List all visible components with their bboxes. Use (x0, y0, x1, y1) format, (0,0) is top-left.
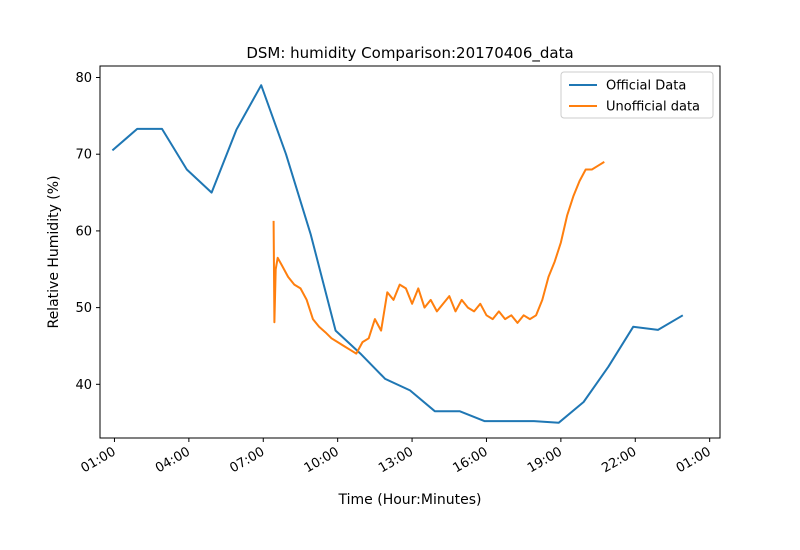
y-axis: 40 50 60 70 80 (75, 71, 100, 393)
x-tick-label: 22:00 (599, 444, 639, 476)
legend: Official Data Unofficial data (560, 71, 714, 119)
x-tick-label: 16:00 (451, 444, 491, 476)
x-tick-label: 13:00 (376, 444, 416, 476)
plot-frame (99, 65, 721, 439)
legend-label-0: Official Data (606, 79, 686, 94)
series-line-0 (111, 84, 684, 424)
x-tick-label: 04:00 (153, 444, 193, 476)
legend-box (560, 71, 714, 119)
x-tick-label: 01:00 (674, 444, 714, 476)
series-line-1 (272, 161, 605, 355)
y-tick-label: 70 (75, 148, 92, 163)
x-axis: 01:00 04:00 07:00 10:00 13:00 16:00 19:00 22:00… (79, 438, 714, 476)
y-tick-label: 80 (75, 71, 92, 86)
x-tick-label: 19:00 (525, 444, 565, 476)
x-tick-label: 10:00 (302, 444, 342, 476)
y-tick-label: 50 (75, 301, 92, 316)
y-tick-label: 40 (75, 378, 92, 393)
y-tick-label: 60 (75, 224, 92, 239)
y-axis-label: Relative Humidity (%) (46, 175, 62, 328)
chart-title: DSM: humidity Comparison:20170406_data (246, 44, 573, 63)
x-tick-label: 01:00 (79, 444, 119, 476)
legend-label-1: Unofficial data (606, 100, 700, 115)
x-axis-label: Time (Hour:Minutes) (338, 492, 482, 508)
x-tick-label: 07:00 (227, 444, 267, 476)
plot-series (111, 84, 684, 424)
